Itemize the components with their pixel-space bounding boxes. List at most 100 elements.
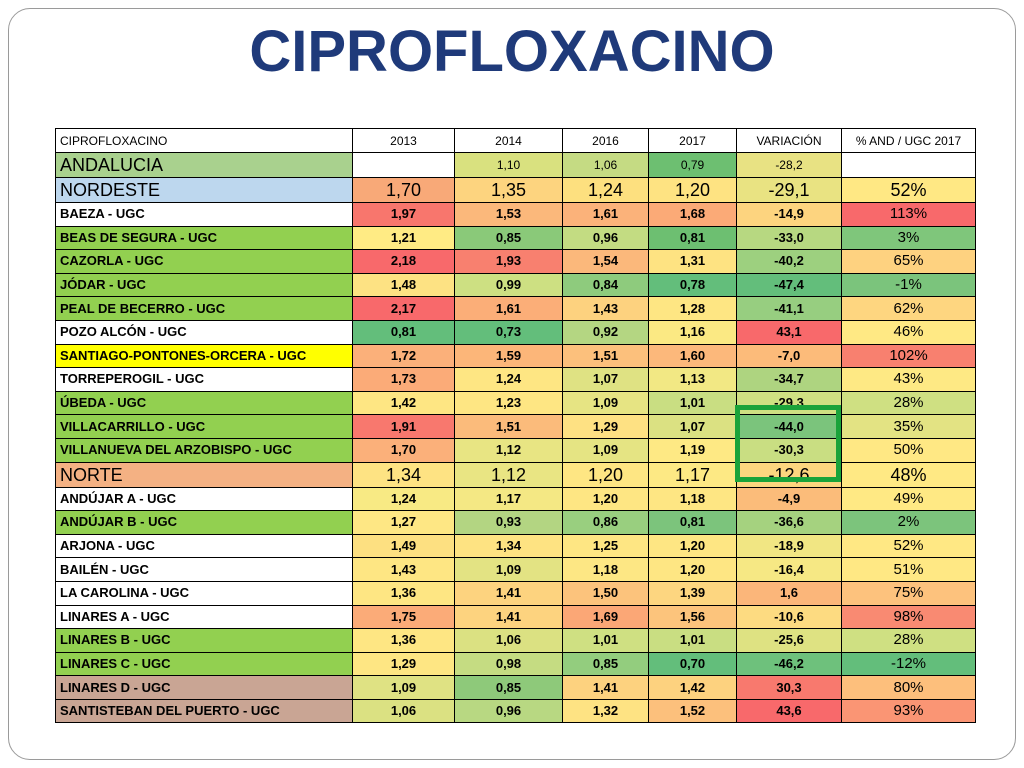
table-row: ANDALUCIA 1,10 1,06 0,79 -28,2 (55, 152, 976, 178)
header-row: CIPROFLOXACINO 2013 2014 2016 2017 VARIA… (55, 128, 976, 153)
value-cell: 1,28 (648, 296, 737, 321)
value-cell: 0,81 (648, 225, 737, 251)
value-cell: 1,53 (454, 202, 563, 227)
value-cell: 1,68 (648, 202, 737, 227)
value-cell: -44,0 (736, 414, 842, 439)
value-cell: 1,18 (562, 557, 649, 582)
value-cell: 1,59 (454, 343, 563, 369)
value-cell: 1,20 (648, 557, 737, 582)
table-row: ARJONA - UGC 1,49 1,34 1,25 1,20 -18,9 52% (55, 533, 976, 559)
value-cell: 1,61 (454, 296, 563, 321)
table-row: JÓDAR - UGC 1,48 0,99 0,84 0,78 -47,4 -1% (55, 272, 976, 298)
row-label: ANDALUCIA (55, 152, 353, 178)
value-cell: -36,6 (736, 510, 842, 535)
value-cell: 1,97 (352, 202, 455, 227)
table-row: NORDESTE 1,70 1,35 1,24 1,20 -29,1 52% (55, 177, 976, 203)
table-row: LINARES D - UGC 1,09 0,85 1,41 1,42 30,3 80% (55, 675, 976, 700)
table-row: NORTE 1,34 1,12 1,20 1,17 -12,6 48% (55, 461, 976, 488)
value-cell (352, 152, 455, 178)
value-cell: 30,3 (736, 675, 842, 700)
value-cell: 1,39 (648, 580, 737, 606)
value-cell: 1,12 (454, 437, 563, 463)
pct-cell: 50% (841, 437, 976, 463)
row-label: POZO ALCÓN - UGC (55, 319, 353, 345)
value-cell: 0,98 (454, 651, 563, 677)
value-cell: 1,36 (352, 628, 455, 653)
value-cell: 1,18 (648, 486, 737, 512)
value-cell: 0,86 (562, 510, 649, 535)
value-cell: 1,60 (648, 343, 737, 369)
pct-cell: 102% (841, 343, 976, 369)
value-cell: 1,61 (562, 202, 649, 227)
value-cell: 0,81 (352, 319, 455, 345)
value-cell: 1,20 (562, 461, 649, 488)
value-cell: 1,24 (352, 486, 455, 512)
highlight-box (735, 405, 841, 482)
pct-cell: 52% (841, 177, 976, 203)
value-cell: 1,48 (352, 272, 455, 298)
row-label: ÚBEDA - UGC (55, 390, 353, 416)
table-row: LINARES B - UGC 1,36 1,06 1,01 1,01 -25,6 28% (55, 628, 976, 653)
row-label: TORREPEROGIL - UGC (55, 367, 353, 392)
value-cell: -4,9 (736, 486, 842, 512)
value-cell: 1,70 (352, 437, 455, 463)
value-cell: 1,34 (352, 461, 455, 488)
pct-cell: -12% (841, 651, 976, 677)
value-cell: 1,29 (562, 414, 649, 439)
row-label: LA CAROLINA - UGC (55, 580, 353, 606)
row-label: BAILÉN - UGC (55, 557, 353, 582)
value-cell: 1,01 (648, 390, 737, 416)
pct-cell: 113% (841, 202, 976, 227)
value-cell: -18,9 (736, 533, 842, 559)
header-cell: CIPROFLOXACINO (55, 128, 353, 153)
pct-cell: 48% (841, 461, 976, 488)
value-cell: 0,70 (648, 651, 737, 677)
value-cell: 1,41 (454, 604, 563, 630)
value-cell: 0,78 (648, 272, 737, 298)
table-row: ANDÚJAR A - UGC 1,24 1,17 1,20 1,18 -4,9 49% (55, 486, 976, 512)
value-cell: -16,4 (736, 557, 842, 582)
value-cell: 1,42 (352, 390, 455, 416)
value-cell: 1,43 (352, 557, 455, 582)
value-cell: 1,35 (454, 177, 563, 203)
table-row: LA CAROLINA - UGC 1,36 1,41 1,50 1,39 1,6 75% (55, 580, 976, 606)
value-cell: 1,31 (648, 249, 737, 274)
pct-cell: 80% (841, 675, 976, 700)
row-label: NORDESTE (55, 177, 353, 203)
value-cell: 1,32 (562, 698, 649, 724)
row-label: BEAS DE SEGURA - UGC (55, 225, 353, 251)
row-label: VILLANUEVA DEL ARZOBISPO - UGC (55, 437, 353, 463)
row-label: LINARES A - UGC (55, 604, 353, 630)
value-cell: 1,27 (352, 510, 455, 535)
value-cell: 1,16 (648, 319, 737, 345)
value-cell: 1,56 (648, 604, 737, 630)
value-cell: 0,96 (454, 698, 563, 724)
value-cell: 1,23 (454, 390, 563, 416)
value-cell: 1,07 (562, 367, 649, 392)
value-cell: 0,99 (454, 272, 563, 298)
value-cell: -14,9 (736, 202, 842, 227)
value-cell: 0,92 (562, 319, 649, 345)
row-label: BAEZA - UGC (55, 202, 353, 227)
value-cell: 1,09 (352, 675, 455, 700)
value-cell: -7,0 (736, 343, 842, 369)
value-cell: 1,43 (562, 296, 649, 321)
data-table: CIPROFLOXACINO 2013 2014 2016 2017 VARIA… (55, 128, 976, 724)
row-label: ANDÚJAR B - UGC (55, 510, 353, 535)
value-cell: 1,25 (562, 533, 649, 559)
value-cell: 43,6 (736, 698, 842, 724)
value-cell: 1,06 (454, 628, 563, 653)
value-cell: 1,72 (352, 343, 455, 369)
header-cell: VARIACIÓN (736, 128, 842, 153)
value-cell: -29,1 (736, 177, 842, 203)
table-row: CAZORLA - UGC 2,18 1,93 1,54 1,31 -40,2 65% (55, 249, 976, 274)
value-cell: 1,09 (454, 557, 563, 582)
row-label: SANTIAGO-PONTONES-ORCERA - UGC (55, 343, 353, 369)
table-row: BAEZA - UGC 1,97 1,53 1,61 1,68 -14,9 113% (55, 202, 976, 227)
value-cell: -10,6 (736, 604, 842, 630)
value-cell: 1,54 (562, 249, 649, 274)
value-cell: 1,75 (352, 604, 455, 630)
value-cell: 1,52 (648, 698, 737, 724)
value-cell: 1,41 (562, 675, 649, 700)
value-cell: -34,7 (736, 367, 842, 392)
